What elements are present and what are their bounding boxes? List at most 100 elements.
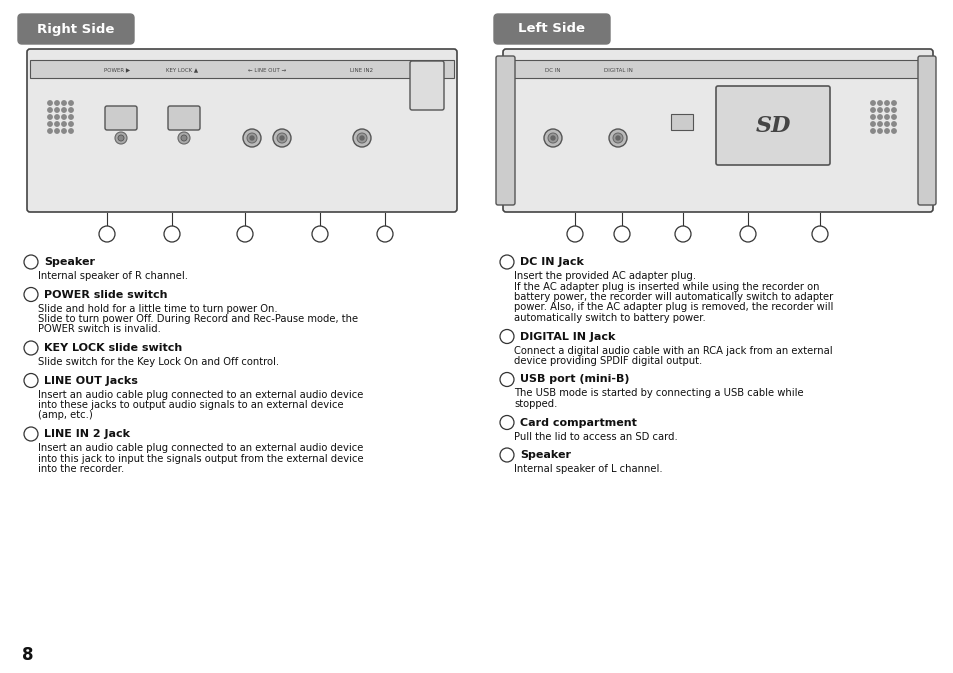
FancyBboxPatch shape: [105, 106, 137, 130]
Text: 1: 1: [104, 229, 110, 238]
Text: Pull the lid to access an SD card.: Pull the lid to access an SD card.: [514, 431, 677, 441]
Circle shape: [675, 226, 690, 242]
Circle shape: [616, 136, 619, 140]
Bar: [505, 60, 929, 78]
Text: LINE OUT Jacks: LINE OUT Jacks: [44, 376, 138, 386]
Circle shape: [312, 226, 328, 242]
Text: LINE IN2: LINE IN2: [350, 67, 374, 73]
Circle shape: [48, 129, 52, 133]
FancyBboxPatch shape: [27, 49, 456, 212]
Circle shape: [69, 122, 73, 127]
Circle shape: [178, 132, 190, 144]
Text: KEY LOCK ▲: KEY LOCK ▲: [166, 67, 198, 73]
FancyBboxPatch shape: [410, 61, 443, 110]
Circle shape: [69, 108, 73, 112]
Circle shape: [877, 122, 882, 127]
Text: Insert an audio cable plug connected to an external audio device: Insert an audio cable plug connected to …: [38, 390, 363, 400]
Text: 4: 4: [29, 376, 33, 385]
FancyBboxPatch shape: [917, 56, 935, 205]
Circle shape: [273, 129, 291, 147]
Text: 1: 1: [572, 229, 578, 238]
Bar: [30, 60, 454, 78]
Circle shape: [614, 226, 629, 242]
Text: Slide to turn power Off. During Record and Rec-Pause mode, the: Slide to turn power Off. During Record a…: [38, 314, 357, 324]
Text: automatically switch to battery power.: automatically switch to battery power.: [514, 313, 705, 323]
Text: device providing SPDIF digital output.: device providing SPDIF digital output.: [514, 356, 701, 366]
Text: 2: 2: [618, 229, 624, 238]
Circle shape: [48, 122, 52, 127]
Text: into the recorder.: into the recorder.: [38, 464, 124, 474]
Circle shape: [115, 132, 127, 144]
Circle shape: [870, 101, 874, 105]
Text: POWER slide switch: POWER slide switch: [44, 289, 168, 299]
FancyBboxPatch shape: [496, 56, 515, 205]
Text: into this jack to input the signals output from the external device: into this jack to input the signals outp…: [38, 454, 363, 464]
Text: SD: SD: [755, 115, 790, 137]
Circle shape: [499, 330, 514, 343]
Text: USB port (mini-B): USB port (mini-B): [519, 374, 629, 384]
Text: Speaker: Speaker: [519, 450, 571, 460]
Circle shape: [24, 374, 38, 388]
Circle shape: [243, 129, 261, 147]
FancyBboxPatch shape: [168, 106, 200, 130]
Circle shape: [54, 101, 59, 105]
Text: ← LINE OUT →: ← LINE OUT →: [248, 67, 286, 73]
Circle shape: [870, 129, 874, 133]
Circle shape: [499, 255, 514, 269]
Text: stopped.: stopped.: [514, 399, 557, 409]
Circle shape: [877, 101, 882, 105]
Text: 3: 3: [28, 343, 34, 353]
Text: 5: 5: [817, 229, 822, 238]
Text: Internal speaker of R channel.: Internal speaker of R channel.: [38, 271, 188, 281]
Text: 3: 3: [679, 229, 685, 238]
Circle shape: [54, 115, 59, 119]
Text: Card compartment: Card compartment: [519, 417, 637, 427]
Circle shape: [118, 135, 124, 141]
Text: Internal speaker of L channel.: Internal speaker of L channel.: [514, 464, 662, 474]
Text: battery power, the recorder will automatically switch to adapter: battery power, the recorder will automat…: [514, 292, 832, 302]
Circle shape: [250, 136, 253, 140]
Circle shape: [62, 101, 66, 105]
Text: 1: 1: [28, 258, 34, 267]
Circle shape: [54, 122, 59, 127]
Text: Insert an audio cable plug connected to an external audio device: Insert an audio cable plug connected to …: [38, 443, 363, 453]
Text: Right Side: Right Side: [37, 22, 114, 36]
Text: DC IN: DC IN: [545, 67, 560, 73]
Circle shape: [376, 226, 393, 242]
Text: 4: 4: [316, 229, 322, 238]
Text: LINE IN 2 Jack: LINE IN 2 Jack: [44, 429, 130, 439]
Circle shape: [62, 108, 66, 112]
Circle shape: [883, 122, 888, 127]
Text: DC IN Jack: DC IN Jack: [519, 257, 583, 267]
Circle shape: [870, 115, 874, 119]
Circle shape: [811, 226, 827, 242]
FancyBboxPatch shape: [716, 86, 829, 165]
Circle shape: [24, 341, 38, 355]
FancyBboxPatch shape: [502, 49, 932, 212]
Circle shape: [62, 129, 66, 133]
Text: DIGITAL IN Jack: DIGITAL IN Jack: [519, 332, 615, 341]
Circle shape: [551, 136, 555, 140]
Text: If the AC adapter plug is inserted while using the recorder on: If the AC adapter plug is inserted while…: [514, 281, 819, 291]
Circle shape: [870, 108, 874, 112]
Circle shape: [499, 448, 514, 462]
Circle shape: [276, 133, 287, 143]
Circle shape: [891, 115, 895, 119]
Circle shape: [164, 226, 180, 242]
Text: POWER ▶: POWER ▶: [104, 67, 130, 73]
Text: power. Also, if the AC adapter plug is removed, the recorder will: power. Also, if the AC adapter plug is r…: [514, 302, 833, 312]
Circle shape: [543, 129, 561, 147]
Text: DIGITAL IN: DIGITAL IN: [603, 67, 632, 73]
Text: 3: 3: [242, 229, 248, 238]
Text: KEY LOCK slide switch: KEY LOCK slide switch: [44, 343, 182, 353]
Circle shape: [236, 226, 253, 242]
Text: 4: 4: [744, 229, 750, 238]
Text: 8: 8: [22, 646, 33, 664]
Circle shape: [69, 115, 73, 119]
Circle shape: [608, 129, 626, 147]
Circle shape: [877, 115, 882, 119]
Circle shape: [891, 108, 895, 112]
Circle shape: [48, 115, 52, 119]
Circle shape: [499, 372, 514, 386]
Circle shape: [54, 108, 59, 112]
